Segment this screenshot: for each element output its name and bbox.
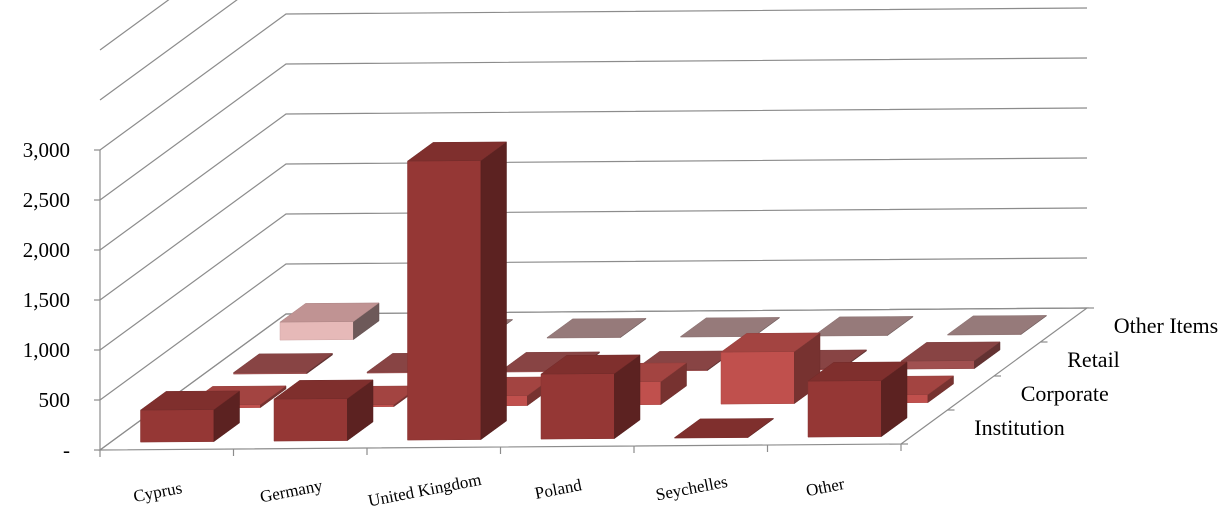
x-category-label: Poland — [533, 475, 583, 503]
gridline — [99, 157, 1088, 301]
bar — [673, 417, 775, 439]
chart-walls — [98, 0, 1089, 451]
gridline — [99, 107, 1088, 251]
y-tick-label: 1,500 — [23, 288, 70, 312]
y-tick-label: 3,000 — [23, 138, 70, 162]
gridline — [99, 0, 170, 51]
x-category-label: Seychelles — [654, 472, 729, 505]
gridline — [99, 207, 1088, 351]
x-axis: Cyprus Germany United Kingdom Poland Seychel… — [99, 444, 902, 511]
bar — [232, 352, 334, 375]
series-axis-label: Retail — [1067, 347, 1120, 372]
bars — [139, 141, 1048, 443]
x-category-label: United Kingdom — [367, 470, 483, 511]
bar — [139, 390, 241, 443]
x-category-label: Other — [804, 474, 846, 500]
bar — [279, 302, 380, 341]
bar — [946, 314, 1048, 336]
x-category-label: Cyprus — [132, 478, 184, 506]
series-axis-label: Corporate — [1021, 381, 1109, 406]
gridline — [99, 257, 1088, 401]
series-axis-labels: Institution Corporate Retail Other Items — [901, 307, 1218, 445]
y-tick-label: 2,500 — [23, 188, 70, 212]
bar — [807, 361, 908, 438]
bar — [406, 141, 508, 441]
gridline — [99, 0, 238, 101]
y-tick-label: 1,000 — [23, 338, 70, 362]
bar — [720, 332, 821, 405]
series-axis-label: Institution — [974, 415, 1064, 440]
y-tick-label: - — [63, 438, 70, 462]
bar — [273, 379, 374, 442]
gridline — [99, 7, 1088, 151]
x-category-label: Germany — [258, 476, 324, 507]
bar — [900, 341, 1001, 370]
gridline — [99, 57, 1088, 201]
y-tick-label: 500 — [39, 388, 71, 412]
bar — [540, 354, 641, 440]
y-axis: - 500 1,000 1,500 2,000 2,500 3,000 — [23, 138, 101, 462]
y-tick-label: 2,000 — [23, 238, 70, 262]
series-axis-label: Other Items — [1114, 313, 1218, 338]
bar — [813, 315, 914, 337]
bar — [546, 317, 647, 339]
